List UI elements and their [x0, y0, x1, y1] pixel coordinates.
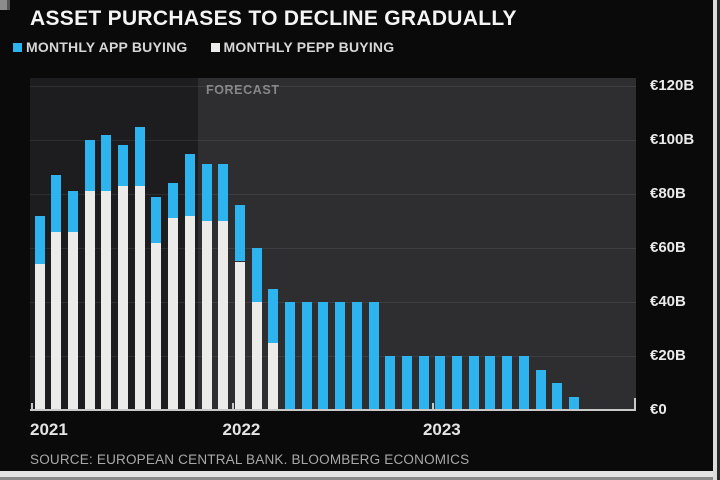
- window-bottom-edge: [0, 471, 717, 477]
- bar-segment-app-2023-04: [485, 356, 496, 410]
- bar-segment-app-2021-03: [67, 191, 78, 232]
- bar-segment-app-2022-02: [251, 248, 262, 302]
- chart-title: ASSET PURCHASES TO DECLINE GRADUALLY: [30, 7, 517, 30]
- bar-segment-app-2021-01: [34, 215, 45, 265]
- bar-segment-app-2021-11: [201, 164, 212, 221]
- y-axis-label-40: €40B: [650, 293, 686, 310]
- y-axis-label-80: €80B: [650, 185, 686, 202]
- bar-segment-pepp-2021-02: [51, 231, 62, 410]
- bar-segment-app-2023-07: [535, 369, 546, 410]
- bar-segment-pepp-2022-03: [268, 342, 279, 410]
- bar-segment-app-2022-08: [351, 302, 362, 410]
- forecast-label: FORECAST: [206, 83, 280, 97]
- bar-segment-app-2021-10: [184, 153, 195, 216]
- gridline-60: [30, 248, 636, 249]
- bar-segment-pepp-2021-06: [118, 185, 128, 410]
- gridline-120: [30, 86, 636, 87]
- bar-segment-app-2021-12: [218, 164, 229, 221]
- bar-segment-app-2022-10: [385, 356, 396, 410]
- bar-segment-pepp-2022-01: [234, 261, 245, 410]
- bar-segment-app-2021-08: [151, 196, 162, 243]
- y-axis-label-60: €60B: [650, 239, 686, 256]
- x-axis-label-2022: 2022: [222, 420, 261, 439]
- x-axis-label-2023: 2023: [422, 420, 461, 439]
- window-right-shadow: [717, 0, 720, 480]
- x-axis-end-stub: [634, 398, 636, 410]
- bar-segment-app-2023-01: [435, 356, 446, 410]
- x-axis-line: [30, 409, 636, 411]
- bar-segment-app-2023-05: [502, 356, 513, 410]
- bar-segment-pepp-2021-03: [67, 231, 78, 410]
- y-axis-label-0: €0: [650, 401, 667, 418]
- x-axis-tick-2022: [231, 403, 234, 410]
- forecast-region: FORECAST: [198, 78, 636, 410]
- bar-segment-pepp-2022-02: [251, 302, 262, 410]
- x-axis-tick-2021: [31, 403, 34, 410]
- bar-segment-app-2022-05: [301, 302, 312, 410]
- bar-segment-app-2021-02: [51, 175, 62, 232]
- gridline-80: [30, 194, 636, 195]
- bar-segment-app-2022-07: [335, 302, 346, 410]
- bar-segment-app-2021-04: [84, 140, 95, 192]
- bar-segment-app-2023-08: [552, 383, 563, 410]
- legend-label-app: MONTHLY APP BUYING: [26, 39, 188, 55]
- bar-segment-app-2022-09: [368, 302, 379, 410]
- bar-segment-app-2022-01: [234, 204, 245, 262]
- bar-segment-pepp-2021-05: [101, 191, 112, 410]
- bar-segment-pepp-2021-10: [184, 215, 195, 410]
- legend-item-pepp: MONTHLY PEPP BUYING: [210, 39, 395, 55]
- chart-canvas: ASSET PURCHASES TO DECLINE GRADUALLY MON…: [0, 0, 713, 471]
- bar-segment-pepp-2021-12: [218, 221, 229, 410]
- bar-segment-pepp-2021-08: [151, 242, 162, 410]
- gridline-20: [30, 356, 636, 357]
- x-axis-tick-2023: [431, 403, 434, 410]
- window-corner-chip: [0, 0, 10, 10]
- bar-segment-app-2021-06: [118, 145, 128, 186]
- bar-segment-pepp-2021-04: [84, 191, 95, 410]
- bar-segment-app-2021-09: [168, 183, 179, 219]
- bar-segment-app-2023-09: [568, 396, 579, 410]
- legend-item-app: MONTHLY APP BUYING: [13, 39, 188, 55]
- bar-segment-app-2022-06: [318, 302, 329, 410]
- bar-segment-app-2022-03: [268, 288, 279, 343]
- source-credit: SOURCE: EUROPEAN CENTRAL BANK. BLOOMBERG…: [30, 452, 470, 467]
- bar-segment-app-2022-12: [418, 356, 429, 410]
- bar-segment-app-2022-04: [285, 302, 295, 410]
- bar-segment-app-2023-03: [468, 356, 479, 410]
- gridline-100: [30, 140, 636, 141]
- legend: MONTHLY APP BUYING MONTHLY PEPP BUYING: [13, 39, 394, 55]
- bar-segment-app-2023-02: [452, 356, 462, 410]
- window-right-edge: [713, 0, 717, 480]
- y-axis-label-20: €20B: [650, 347, 686, 364]
- bar-segment-app-2021-05: [101, 134, 112, 192]
- y-axis-label-120: €120B: [650, 77, 695, 94]
- bar-segment-app-2021-07: [134, 126, 145, 186]
- y-axis-label-100: €100B: [650, 131, 695, 148]
- bar-segment-pepp-2021-09: [168, 218, 179, 410]
- bar-segment-pepp-2021-01: [34, 264, 45, 410]
- bar-segment-app-2022-11: [401, 356, 412, 410]
- x-axis-label-2021: 2021: [30, 420, 68, 439]
- app-legend-swatch-icon: [13, 42, 22, 52]
- plot-area: FORECAST: [30, 78, 636, 411]
- gridline-40: [30, 302, 636, 303]
- bar-segment-app-2023-06: [518, 356, 529, 410]
- bar-segment-pepp-2021-11: [201, 221, 212, 410]
- pepp-legend-swatch-icon: [210, 42, 220, 52]
- legend-label-pepp: MONTHLY PEPP BUYING: [223, 39, 395, 55]
- bar-segment-pepp-2021-07: [134, 185, 145, 410]
